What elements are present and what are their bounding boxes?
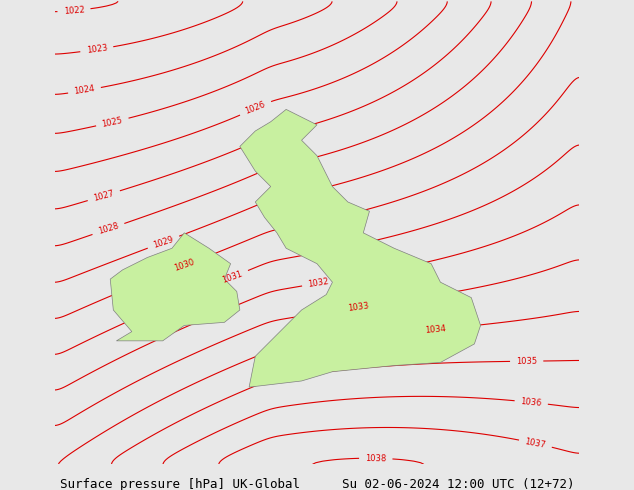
- Text: 1025: 1025: [101, 116, 124, 129]
- Text: 1033: 1033: [347, 301, 370, 313]
- Text: 1027: 1027: [93, 189, 115, 203]
- Text: 1034: 1034: [425, 324, 446, 335]
- Text: Surface pressure [hPa] UK-Global: Surface pressure [hPa] UK-Global: [60, 478, 300, 490]
- Text: 1032: 1032: [307, 277, 330, 289]
- Polygon shape: [110, 233, 240, 341]
- Text: 1031: 1031: [221, 269, 244, 285]
- Text: 1028: 1028: [97, 221, 120, 236]
- Text: 1024: 1024: [74, 84, 96, 97]
- Text: 1038: 1038: [365, 454, 387, 463]
- Text: 1037: 1037: [524, 437, 547, 450]
- Text: 1030: 1030: [173, 258, 196, 273]
- Text: 1023: 1023: [86, 44, 108, 55]
- Text: 1036: 1036: [521, 397, 542, 408]
- Text: 1026: 1026: [244, 100, 267, 116]
- Text: Su 02-06-2024 12:00 UTC (12+72): Su 02-06-2024 12:00 UTC (12+72): [342, 478, 574, 490]
- Polygon shape: [240, 109, 481, 387]
- Text: 1029: 1029: [152, 235, 175, 250]
- Text: 1035: 1035: [516, 357, 537, 366]
- Text: 1022: 1022: [63, 5, 85, 16]
